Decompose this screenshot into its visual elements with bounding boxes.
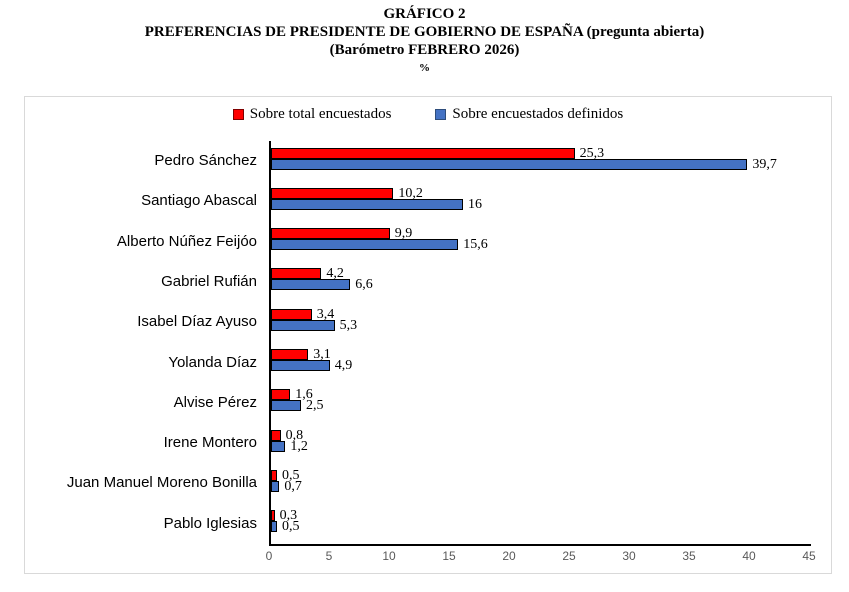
- bar-red: [271, 510, 275, 522]
- value-label-blue: 2,5: [306, 398, 324, 414]
- x-axis-tick: 40: [742, 549, 756, 563]
- bar-red: [271, 308, 312, 320]
- bar-blue: [271, 360, 330, 371]
- value-label-red: 25,3: [579, 145, 605, 161]
- bar-blue: [271, 319, 335, 331]
- x-axis-tick: 45: [802, 549, 816, 563]
- bar-red: [271, 389, 291, 401]
- category-label: Alvise Pérez: [173, 393, 257, 411]
- category-axis: Pedro Sánchez Santiago Abascal Alberto Núñ…: [25, 141, 263, 544]
- legend-swatch-red-icon: [232, 109, 244, 120]
- bar-blue: [271, 440, 286, 452]
- category-label: Juan Manuel Moreno Bonilla: [66, 474, 257, 492]
- value-label-blue: 0,7: [284, 478, 302, 494]
- chart-frame: Sobre total encuestados Sobre encuestado…: [24, 96, 832, 574]
- category-label: Alberto Núñez Feijóo: [116, 232, 257, 250]
- bar-red: [271, 349, 309, 360]
- legend-label-defined: Sobre encuestados definidos: [452, 106, 624, 122]
- bar-blue: [271, 198, 463, 210]
- value-label-blue: 5,3: [339, 317, 358, 333]
- chart-title-line2: PREFERENCIAS DE PRESIDENTE DE GOBIERNO D…: [144, 24, 705, 40]
- x-axis-tick: 10: [382, 549, 396, 563]
- value-label-blue: 39,7: [752, 156, 777, 172]
- bar-red: [271, 187, 394, 199]
- value-label-blue: 6,6: [355, 277, 373, 293]
- chart-title-line3: (Barómetro FEBRERO 2026): [329, 42, 520, 58]
- legend-swatch-blue-icon: [435, 109, 447, 120]
- chart-units-label: %: [419, 62, 430, 74]
- bar-blue: [271, 158, 748, 170]
- value-label-red: 3,4: [316, 306, 335, 322]
- legend-item-total: Sobre total encuestados: [232, 106, 392, 123]
- chart-title-line1: GRÁFICO 2: [383, 6, 466, 22]
- chart-title-block: GRÁFICO 2 PREFERENCIAS DE PRESIDENTE DE …: [0, 5, 849, 75]
- value-label-blue: 16: [468, 196, 482, 212]
- value-label-red: 0,8: [285, 427, 304, 443]
- x-axis-tick: 25: [562, 549, 576, 563]
- category-label: Pablo Iglesias: [163, 514, 257, 532]
- category-label: Pedro Sánchez: [154, 152, 257, 169]
- value-label-red: 0,3: [279, 508, 298, 524]
- value-label-blue: 4,9: [334, 358, 353, 373]
- bar-blue: [271, 239, 459, 251]
- bar-blue: [271, 279, 351, 291]
- x-axis-tick: 5: [325, 549, 333, 563]
- x-axis-tick: 0: [265, 549, 273, 563]
- bar-blue: [271, 400, 301, 412]
- value-label-red: 9,9: [394, 226, 413, 242]
- category-label: Irene Montero: [163, 434, 257, 452]
- value-label-red: 3,1: [313, 347, 331, 362]
- x-axis-tick: 35: [682, 549, 696, 563]
- value-label-red: 10,2: [398, 185, 423, 201]
- legend: Sobre total encuestados Sobre encuestado…: [25, 106, 831, 123]
- legend-label-total: Sobre total encuestados: [249, 106, 392, 122]
- bar-red: [271, 228, 390, 240]
- x-axis-tick: 20: [502, 549, 516, 563]
- value-label-blue: 1,2: [290, 438, 308, 454]
- category-label: Isabel Díaz Ayuso: [137, 313, 257, 331]
- value-label-red: 4,2: [326, 266, 344, 282]
- category-label: Yolanda Díaz: [168, 353, 257, 371]
- bar-red: [271, 147, 575, 159]
- legend-item-defined: Sobre encuestados definidos: [435, 106, 623, 123]
- value-label-red: 0,5: [282, 467, 300, 483]
- value-label-blue: 15,6: [463, 237, 488, 253]
- category-label: Santiago Abascal: [141, 192, 257, 210]
- bar-red: [271, 429, 281, 441]
- value-label-red: 1,6: [295, 387, 313, 403]
- bar-red: [271, 268, 322, 280]
- x-axis-tick: 30: [622, 549, 636, 563]
- x-axis-tick: 15: [442, 549, 456, 563]
- plot-area: 25,3 39,7 10,2 16 9,9 15,6 4,2 6,6 3,4 5,3 3,1 4,9 1…: [269, 141, 811, 546]
- bar-red: [271, 469, 277, 481]
- bar-blue: [271, 521, 277, 533]
- category-label: Gabriel Rufián: [161, 272, 257, 290]
- bar-blue: [271, 480, 280, 492]
- value-label-blue: 0,5: [282, 519, 300, 535]
- x-axis: 0 5 10 15 20 25 30 35 40 45: [266, 549, 816, 567]
